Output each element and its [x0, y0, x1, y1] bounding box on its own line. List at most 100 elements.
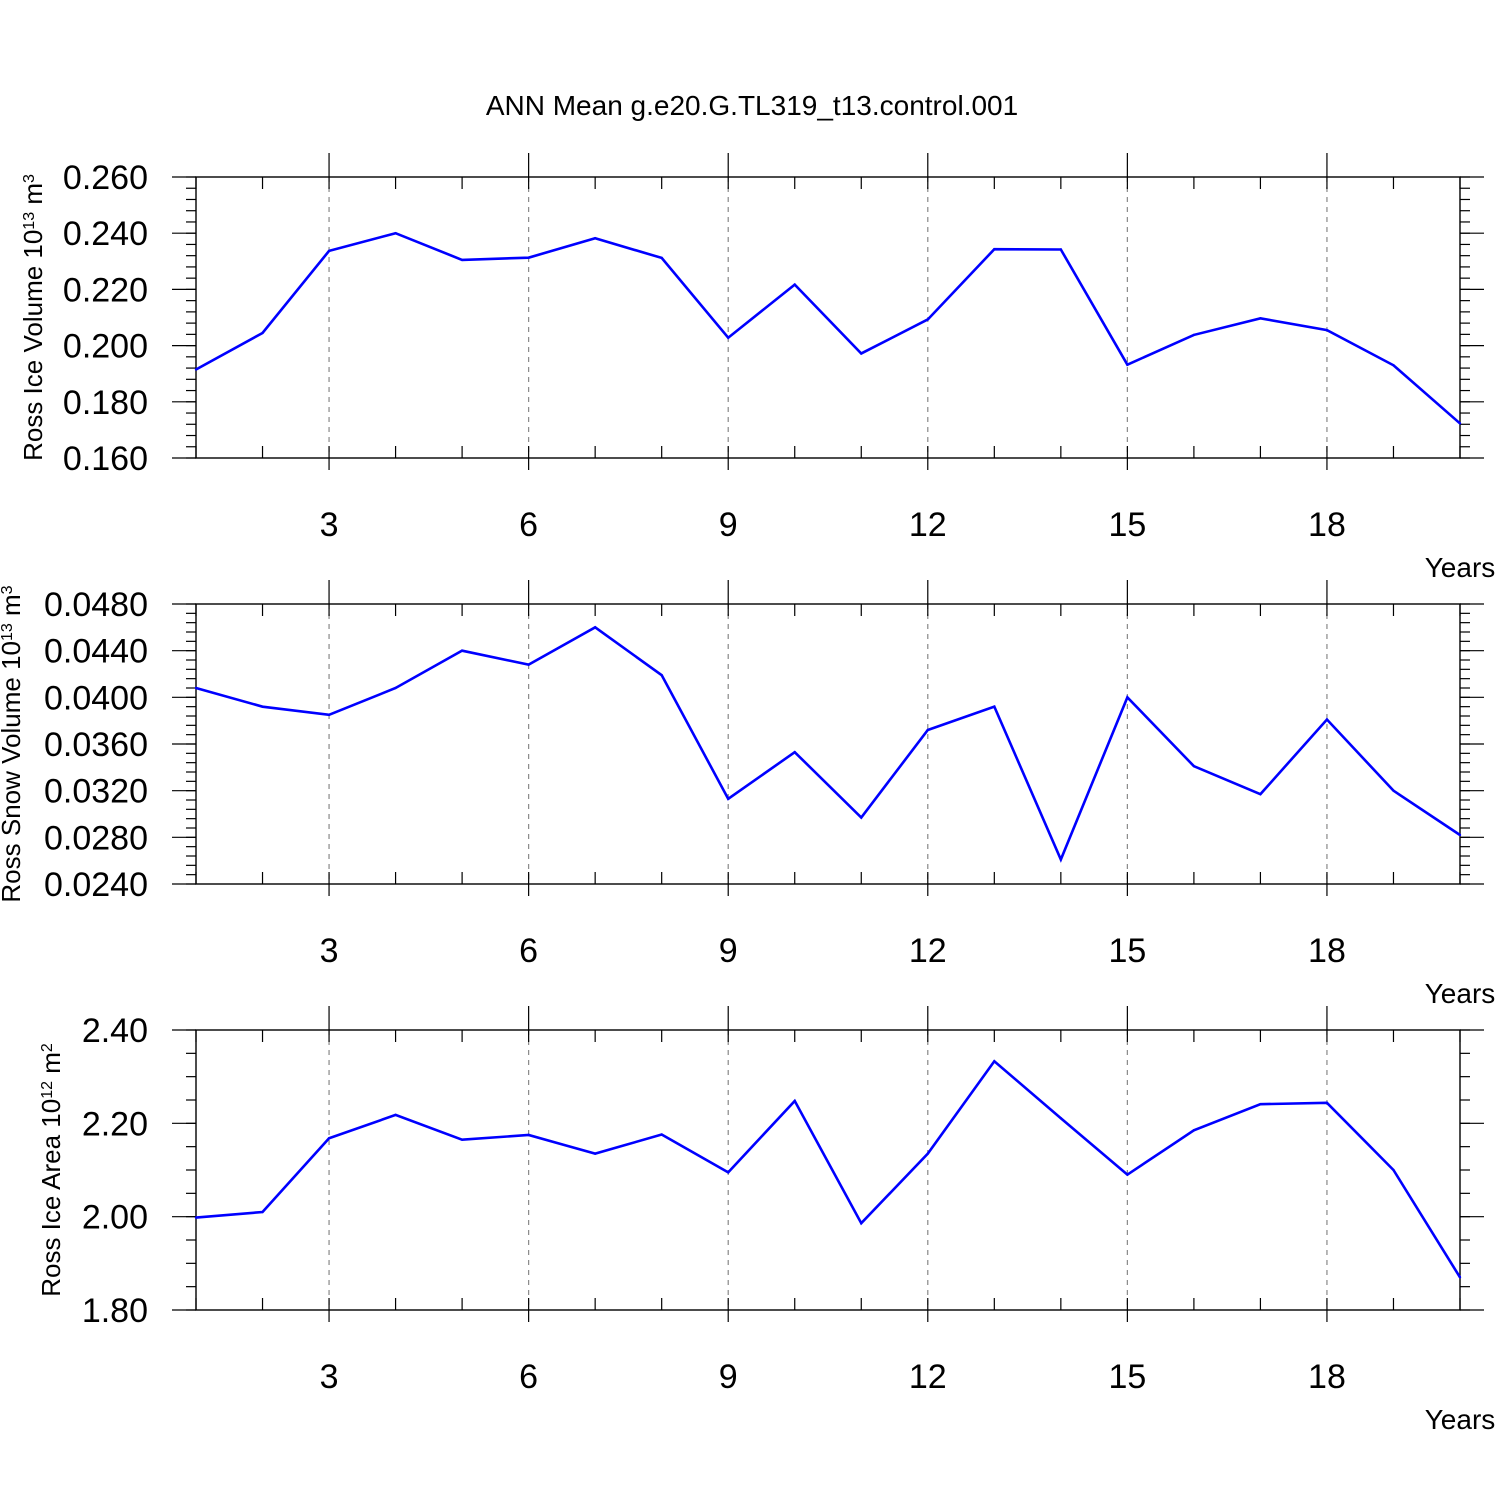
- data-point: [1126, 696, 1129, 699]
- data-point: [194, 368, 198, 371]
- data-point: [660, 256, 663, 260]
- data-point: [460, 1138, 464, 1141]
- x-axis-label: Years: [1425, 978, 1496, 1009]
- data-point: [460, 258, 464, 262]
- y-axis-label-unit-exponent: 2: [39, 1043, 56, 1052]
- data-point: [727, 1171, 730, 1174]
- data-point: [793, 750, 796, 754]
- y-tick-label: 0.240: [63, 215, 148, 253]
- x-tick-label: 12: [909, 1358, 947, 1396]
- data-point: [860, 1222, 863, 1225]
- plot-frame: [195, 1029, 1461, 1311]
- y-tick-label: 0.220: [63, 271, 148, 309]
- x-tick-label: 6: [519, 932, 538, 970]
- data-point: [1192, 1129, 1196, 1132]
- y-axis-label-unit-exponent: 3: [0, 585, 16, 594]
- x-tick-label: 9: [719, 506, 738, 544]
- y-tick-label: 0.0320: [44, 773, 148, 811]
- x-tick-label: 18: [1308, 1358, 1346, 1396]
- data-point: [593, 237, 597, 240]
- x-tick-label: 12: [909, 506, 947, 544]
- data-point: [593, 1152, 597, 1155]
- x-tick-label: 6: [519, 1358, 538, 1396]
- y-tick-label: 0.0440: [44, 633, 148, 671]
- data-point: [993, 1060, 996, 1063]
- y-axis-label: Ross Ice Volume 1013 m3: [18, 174, 48, 461]
- x-tick-label: 9: [719, 1358, 738, 1396]
- data-point: [1458, 422, 1462, 425]
- x-tick-label: 3: [320, 506, 339, 544]
- y-axis-label-text: Ross Ice Area 10: [36, 1099, 66, 1297]
- panel-3: 3 6 9 12 15 18 1.80 2.00 2.20 2.40 Years Ross Ice A…: [36, 1006, 1495, 1435]
- y-tick-label: 2.00: [82, 1199, 148, 1237]
- x-tick-label: 12: [909, 932, 947, 970]
- data-point: [993, 248, 996, 251]
- data-point: [261, 1210, 264, 1214]
- data-point: [1392, 789, 1395, 792]
- data-point: [1458, 833, 1462, 837]
- data-point: [860, 352, 863, 355]
- y-tick-label: 0.260: [63, 159, 148, 197]
- y-tick-label: 0.0480: [44, 586, 148, 624]
- data-point: [327, 713, 331, 717]
- data-point: [1259, 1103, 1262, 1106]
- x-tick-label: 18: [1308, 506, 1346, 544]
- y-tick-label: 0.0360: [44, 726, 148, 764]
- panel-1: 3 6 9 12 15 18 0.160 0.180 0.200 0.220 0.240 0.260 Y…: [18, 153, 1495, 583]
- x-tick-label: 3: [320, 932, 339, 970]
- data-point: [1458, 1276, 1462, 1279]
- data-point: [1392, 364, 1395, 367]
- series-line: [195, 625, 1461, 863]
- y-tick-label: 0.0280: [44, 819, 148, 857]
- data-point: [1259, 317, 1262, 320]
- x-tick-label: 6: [519, 506, 538, 544]
- data-point: [1325, 328, 1329, 332]
- data-point: [727, 797, 730, 801]
- y-axis-label-exponent: 13: [0, 623, 16, 641]
- data-point: [1325, 1101, 1329, 1105]
- y-tick-label: 2.40: [82, 1012, 148, 1050]
- plot-frame: [195, 603, 1461, 885]
- data-point: [727, 336, 730, 339]
- y-tick-label: 0.160: [63, 440, 148, 478]
- x-tick-label: 3: [320, 1358, 339, 1396]
- y-axis-label-text: Ross Ice Volume 10: [18, 230, 48, 461]
- x-tick-label: 15: [1108, 1358, 1146, 1396]
- series-line: [195, 1059, 1462, 1279]
- data-point: [993, 705, 996, 708]
- data-point: [194, 686, 198, 690]
- y-tick-label: 0.180: [63, 384, 148, 422]
- data-point: [660, 673, 663, 677]
- data-point: [926, 318, 929, 321]
- data-point: [1259, 792, 1262, 796]
- y-tick-label: 2.20: [82, 1105, 148, 1143]
- y-tick-label: 1.80: [82, 1292, 148, 1330]
- data-point: [1192, 333, 1196, 337]
- data-point: [527, 1133, 530, 1137]
- y-axis-label-unit: m: [36, 1052, 66, 1081]
- data-point: [394, 1113, 397, 1117]
- data-point: [660, 1133, 663, 1136]
- data-point: [394, 686, 397, 690]
- series-line: [195, 231, 1461, 425]
- data-point: [460, 649, 464, 652]
- data-point: [1059, 1117, 1063, 1120]
- data-point: [1126, 1173, 1129, 1176]
- chart-title: ANN Mean g.e20.G.TL319_t13.control.001: [486, 90, 1018, 121]
- y-axis-label-exponent: 13: [21, 212, 38, 230]
- y-axis-label-exponent: 12: [39, 1081, 56, 1099]
- data-point: [1059, 858, 1063, 861]
- data-point: [926, 728, 929, 732]
- data-point: [1325, 718, 1329, 721]
- y-axis-label: Ross Ice Area 1012 m2: [36, 1043, 66, 1297]
- data-point: [1192, 764, 1196, 768]
- panel-2: 3 6 9 12 15 18 0.0240 0.0280 0.0320 0.0360 0.0400 0…: [0, 580, 1495, 1009]
- data-point: [793, 1099, 796, 1103]
- y-axis-label-unit: m: [0, 594, 26, 623]
- data-point: [926, 1152, 929, 1155]
- y-axis-label-unit-exponent: 3: [21, 174, 38, 183]
- data-point: [1126, 363, 1129, 366]
- panels: 3 6 9 12 15 18 0.160 0.180 0.200 0.220 0.240 0.260 Y…: [0, 153, 1495, 1435]
- y-axis-label-unit: m: [18, 183, 48, 212]
